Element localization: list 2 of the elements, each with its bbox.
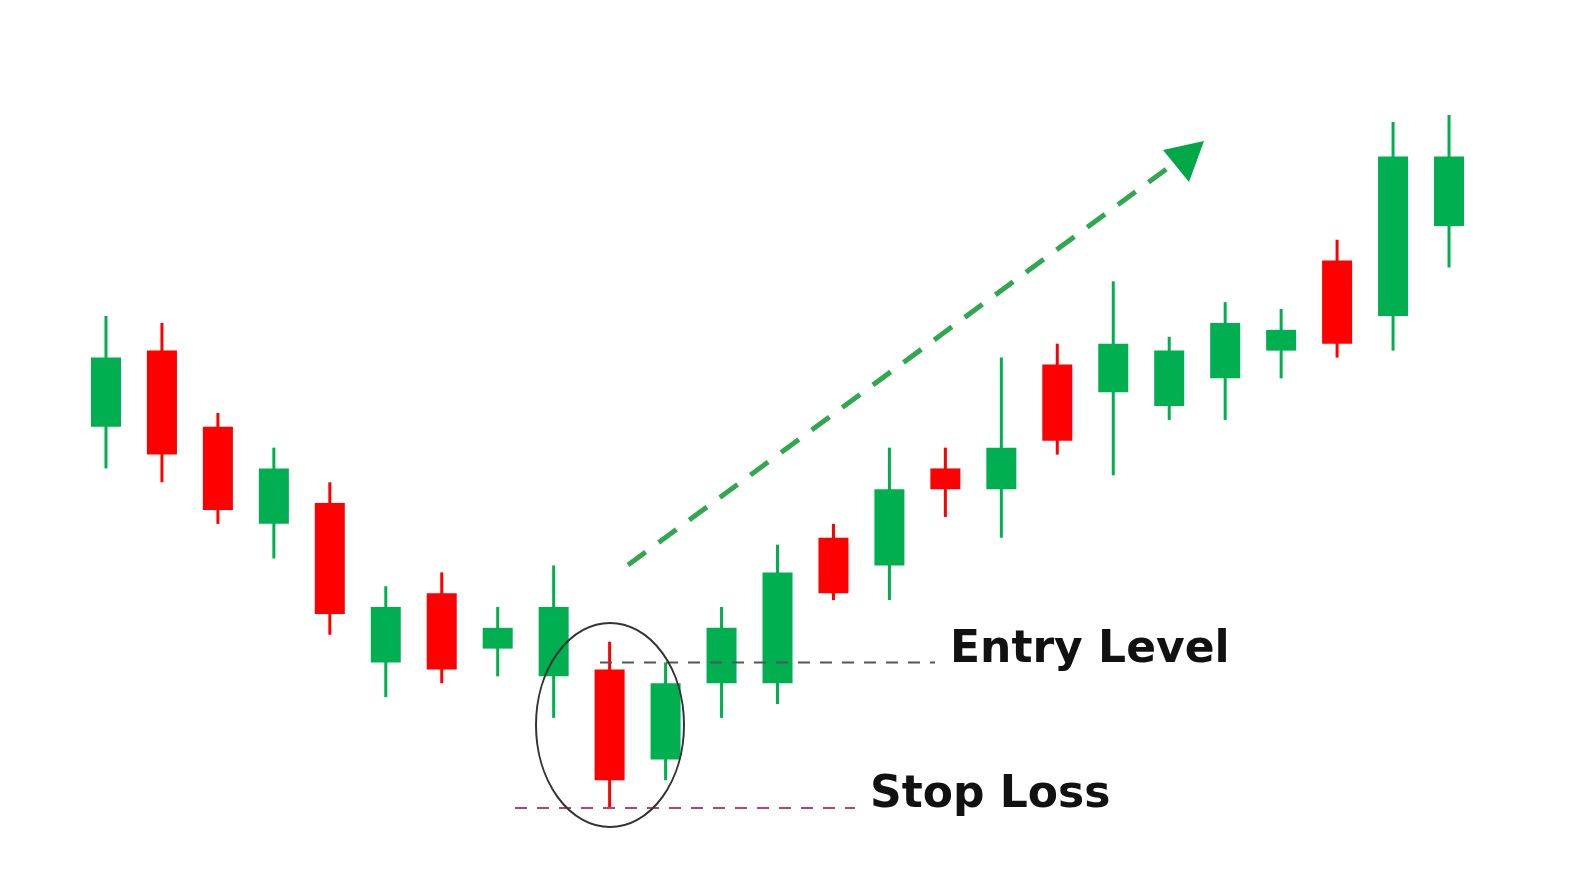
ref-line-label: Entry Level xyxy=(950,620,1230,672)
ref-line-label: Stop Loss xyxy=(870,766,1111,818)
